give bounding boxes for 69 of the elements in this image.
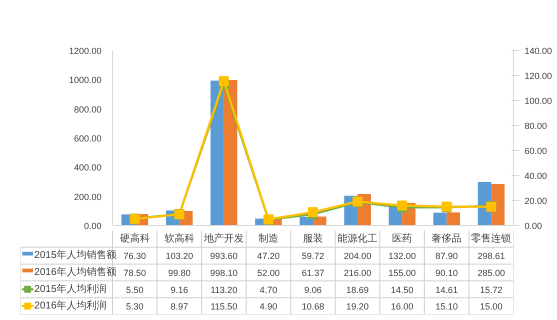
data-label: 87.90 [435, 251, 458, 262]
data-label: 59.72 [302, 251, 324, 262]
y2-tick-label: 60.00 [524, 146, 548, 156]
x-tick-label: 奢侈品 [432, 232, 462, 244]
data-label: 5.30 [126, 302, 144, 312]
y-tick-label: 1000.00 [68, 75, 102, 86]
data-label: 99.80 [168, 268, 191, 278]
y-tick-label: 0.00 [84, 221, 102, 231]
y2-tick-label: 100.00 [524, 96, 552, 106]
legend-label: 2015年人均销售额 [34, 249, 117, 262]
y2-tick-label: 20.00 [524, 196, 548, 206]
data-label: 10.68 [302, 302, 324, 312]
bar [224, 80, 238, 226]
data-label: 103.20 [166, 251, 194, 262]
data-label: 18.69 [346, 284, 369, 295]
data-label: 4.90 [260, 302, 278, 312]
y-tick-label: 800.00 [74, 104, 102, 114]
x-tick-label: 硬高科 [120, 232, 150, 244]
data-label: 298.61 [477, 251, 505, 262]
data-label: 993.60 [210, 251, 238, 262]
data-label: 9.06 [304, 284, 322, 295]
data-label: 14.50 [390, 284, 414, 295]
data-label: 216.00 [344, 268, 372, 278]
x-tick-label: 医药 [392, 232, 412, 244]
y-tick-label: 1200.00 [68, 46, 102, 56]
data-label: 115.50 [210, 302, 238, 312]
data-label: 15.72 [480, 284, 502, 295]
data-label: 285.00 [477, 268, 505, 278]
y-tick-label: 400.00 [74, 162, 102, 173]
x-tick-label: 能源化工 [338, 232, 378, 244]
data-label: 76.30 [124, 251, 146, 262]
data-label: 5.50 [126, 284, 144, 295]
data-label: 204.00 [344, 251, 372, 262]
bar [433, 212, 447, 226]
data-label: 14.61 [435, 284, 458, 295]
data-label: 16.00 [390, 302, 414, 312]
data-label: 8.97 [170, 302, 188, 312]
bar [446, 212, 460, 226]
y2-tick-label: 80.00 [524, 121, 548, 131]
data-label: 15.00 [480, 302, 502, 312]
y2-tick-label: 140.00 [524, 46, 552, 56]
x-tick-label: 服装 [303, 232, 323, 244]
data-label: 155.00 [388, 268, 416, 278]
data-label: 998.10 [210, 268, 238, 278]
legend-label: 2016年人均销售额 [34, 266, 117, 278]
data-label: 132.00 [388, 251, 416, 262]
y2-tick-label: 0.00 [524, 221, 542, 231]
data-label: 61.37 [302, 268, 324, 278]
data-label: 15.10 [435, 302, 458, 312]
legend-label: 2016年人均利润 [34, 300, 107, 312]
data-label: 47.20 [257, 251, 280, 262]
x-tick-label: 地产开发 [202, 232, 244, 244]
y-tick-label: 600.00 [74, 134, 102, 144]
data-label: 78.50 [124, 268, 146, 278]
data-label: 113.20 [210, 284, 238, 295]
x-tick-label: 零售连锁 [471, 232, 512, 244]
y2-tick-label: 40.00 [524, 171, 548, 181]
point [218, 76, 229, 86]
data-label: 90.10 [435, 268, 458, 278]
data-label: 19.20 [346, 302, 369, 312]
bar [210, 80, 224, 226]
data-label: 4.70 [260, 284, 278, 295]
x-tick-label: 软高科 [164, 232, 194, 244]
x-tick-label: 制造 [258, 232, 278, 244]
data-label: 9.16 [170, 284, 188, 295]
legend-label: 2015年人均利润 [34, 282, 107, 295]
y-tick-label: 200.00 [74, 192, 102, 202]
data-label: 52.00 [257, 268, 280, 278]
y2-tick-label: 120.00 [524, 71, 552, 81]
